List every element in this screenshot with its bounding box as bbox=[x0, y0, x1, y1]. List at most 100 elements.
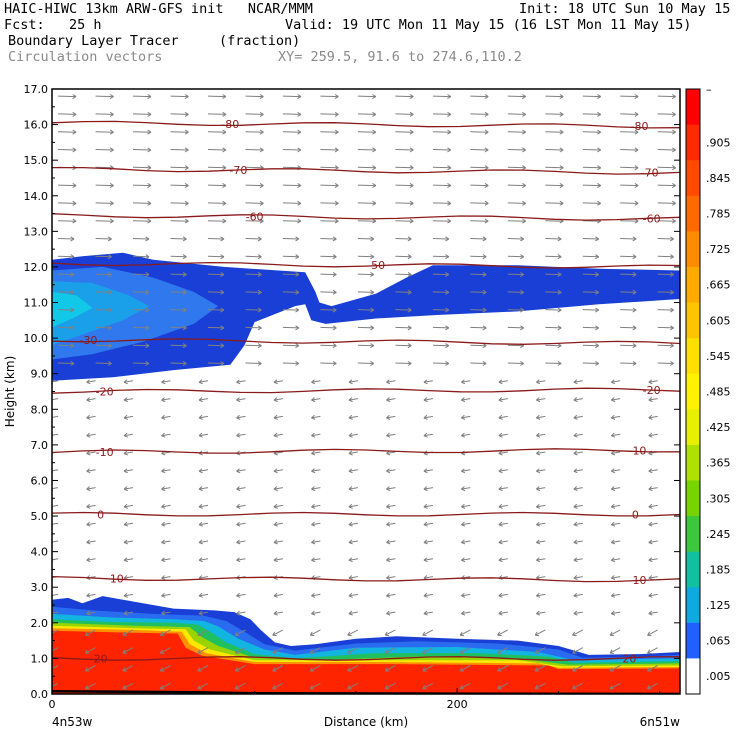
circulation-vector bbox=[132, 165, 152, 171]
circulation-vector bbox=[245, 236, 262, 242]
circulation-vector bbox=[159, 629, 171, 637]
circulation-vector bbox=[95, 360, 112, 366]
circulation-vector bbox=[86, 503, 96, 509]
circulation-vector bbox=[395, 218, 414, 224]
circulation-vector bbox=[470, 271, 487, 277]
circulation-vector bbox=[86, 379, 96, 385]
circulation-vector bbox=[273, 432, 283, 438]
circulation-vector bbox=[95, 307, 112, 313]
circulation-vector bbox=[198, 539, 209, 545]
circulation-vector bbox=[311, 450, 321, 456]
circulation-vector bbox=[273, 468, 283, 474]
circulation-vector bbox=[161, 610, 171, 616]
circulation-vector bbox=[647, 629, 658, 637]
circulation-vector bbox=[470, 147, 489, 153]
circulation-vector bbox=[170, 200, 189, 206]
circulation-vector bbox=[620, 94, 639, 100]
circulation-vector bbox=[273, 539, 283, 545]
circulation-vector bbox=[207, 111, 227, 117]
colorbar-label: .905 bbox=[706, 136, 731, 149]
circulation-vector bbox=[198, 592, 209, 598]
circulation-vector bbox=[357, 182, 377, 189]
colorbar-cell bbox=[686, 444, 700, 481]
circulation-vector bbox=[348, 539, 358, 545]
circulation-vector bbox=[470, 200, 489, 206]
circulation-vector bbox=[497, 682, 509, 690]
circulation-vector bbox=[432, 200, 452, 206]
circulation-vector bbox=[507, 325, 525, 331]
circulation-vector bbox=[161, 432, 171, 438]
circulation-vector bbox=[161, 557, 171, 563]
circulation-vector bbox=[460, 432, 471, 438]
circulation-vector bbox=[207, 218, 227, 224]
circulation-vector bbox=[610, 592, 621, 598]
y-tick-label: 7.0 bbox=[31, 439, 49, 452]
circulation-vector bbox=[545, 147, 564, 153]
circulation-vector bbox=[86, 468, 96, 474]
circulation-vector bbox=[347, 629, 359, 637]
circulation-vector bbox=[159, 647, 171, 654]
circulation-vector bbox=[52, 647, 59, 652]
circulation-vector bbox=[620, 165, 639, 171]
circulation-vector bbox=[52, 397, 59, 403]
circulation-vector bbox=[245, 147, 264, 153]
colorbar-label: .545 bbox=[706, 350, 731, 363]
circulation-vector bbox=[657, 254, 674, 260]
circulation-vector bbox=[657, 360, 674, 366]
circulation-vector bbox=[582, 129, 602, 135]
circulation-vector bbox=[170, 325, 187, 331]
colorbar-cell bbox=[686, 266, 700, 304]
circulation-vector bbox=[395, 307, 412, 313]
circulation-vector bbox=[386, 610, 396, 616]
circulation-vector bbox=[395, 325, 412, 331]
circulation-vector bbox=[197, 647, 209, 654]
circulation-vector bbox=[207, 236, 225, 242]
colorbar-cell bbox=[686, 409, 700, 446]
circulation-vector bbox=[122, 682, 134, 690]
circulation-vector bbox=[535, 432, 546, 438]
circulation-vector bbox=[52, 504, 59, 509]
circulation-vector bbox=[198, 414, 209, 420]
circulation-vector bbox=[86, 610, 96, 616]
circulation-vector bbox=[311, 397, 321, 403]
circulation-vector bbox=[386, 503, 396, 509]
circulation-vector bbox=[86, 397, 96, 403]
colorbar-frame bbox=[685, 88, 701, 695]
circulation-vector bbox=[386, 521, 396, 527]
circulation-vector bbox=[320, 343, 337, 349]
circulation-vector bbox=[545, 289, 562, 295]
circulation-vector bbox=[123, 468, 134, 474]
circulation-vector bbox=[470, 236, 487, 242]
circulation-vector bbox=[58, 325, 75, 331]
circulation-vector bbox=[395, 271, 412, 277]
header-line1-left: HAIC-HIWC 13km ARW-GFS init NCAR/MMM bbox=[4, 1, 313, 17]
contour-label: -60 bbox=[643, 213, 661, 226]
circulation-vector bbox=[498, 503, 508, 509]
circulation-vector bbox=[386, 575, 396, 580]
circulation-vector bbox=[657, 325, 674, 331]
circulation-vector bbox=[207, 129, 227, 135]
circulation-vector bbox=[86, 432, 96, 438]
circulation-vector bbox=[282, 307, 300, 313]
plot-area: -80 -80 -70 -70 -60 -60 -50 -30 -20 -20 -10 -10 0 0 10… bbox=[52, 94, 680, 694]
circulation-vector bbox=[245, 343, 262, 349]
circulation-vector bbox=[58, 289, 75, 295]
circulation-vector bbox=[161, 592, 171, 598]
circulation-vector bbox=[320, 218, 339, 224]
circulation-vector bbox=[170, 236, 187, 242]
y-tick-label: 5.0 bbox=[31, 510, 49, 523]
circulation-vector bbox=[273, 379, 283, 385]
circulation-vector bbox=[384, 665, 396, 672]
contour-label: -70 bbox=[641, 166, 659, 179]
circulation-vector bbox=[357, 360, 375, 366]
circulation-vector bbox=[460, 592, 471, 598]
circulation-vector bbox=[86, 557, 96, 563]
circulation-vector bbox=[572, 647, 584, 654]
circulation-vector bbox=[386, 539, 396, 545]
circulation-vector bbox=[282, 94, 302, 100]
colorbar-cell bbox=[686, 551, 700, 588]
circulation-vector bbox=[507, 111, 527, 117]
circulation-vector bbox=[610, 557, 621, 563]
circulation-vector bbox=[58, 94, 77, 100]
y-tick-label: 8.0 bbox=[31, 403, 49, 416]
